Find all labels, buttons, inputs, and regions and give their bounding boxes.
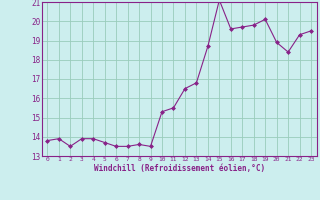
- X-axis label: Windchill (Refroidissement éolien,°C): Windchill (Refroidissement éolien,°C): [94, 164, 265, 173]
